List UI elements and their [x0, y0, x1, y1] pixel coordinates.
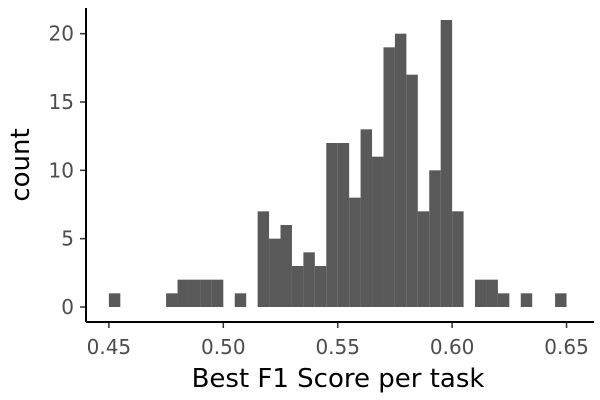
histogram-bar-8: [269, 238, 281, 307]
histogram-bar-11: [303, 252, 315, 307]
histogram-bar-5: [211, 279, 224, 307]
histogram-bar-10: [291, 266, 304, 307]
histogram-bar-15: [349, 197, 361, 307]
histogram-bar-16: [360, 129, 373, 307]
histogram-bar-19: [394, 33, 407, 308]
histogram-bar-13: [326, 143, 338, 307]
y-tick-label-1: 5: [61, 227, 74, 251]
y-tick-label-2: 10: [49, 158, 74, 182]
y-tick-label-3: 15: [49, 90, 74, 114]
histogram-bar-1: [166, 293, 178, 307]
y-tick-label-4: 20: [49, 22, 74, 46]
x-tick-label-4: 0.65: [544, 335, 589, 359]
x-tick-label-2: 0.55: [315, 335, 360, 359]
histogram-bar-28: [520, 293, 533, 307]
histogram-bar-23: [440, 20, 453, 307]
x-tick-label-1: 0.50: [201, 335, 246, 359]
histogram-bar-20: [406, 74, 418, 307]
histogram-bar-24: [452, 211, 464, 307]
x-axis-ticks: 0.45 0.50 0.55 0.60 0.65: [87, 322, 589, 359]
histogram-bar-17: [372, 156, 384, 307]
histogram-bar-22: [429, 170, 441, 307]
histogram-bar-0: [108, 293, 121, 307]
histogram-bars: [108, 20, 567, 308]
y-axis-ticks: 0 5 10 15 20: [49, 22, 86, 319]
histogram-bar-6: [234, 293, 247, 307]
x-tick-label-3: 0.60: [430, 335, 475, 359]
x-tick-label-0: 0.45: [87, 335, 132, 359]
x-axis-title: Best F1 Score per task: [192, 364, 485, 394]
histogram-bar-4: [200, 279, 212, 307]
histogram-bar-21: [417, 211, 430, 307]
histogram-bar-18: [383, 47, 395, 307]
histogram-bar-25: [475, 279, 487, 307]
histogram-bar-29: [555, 293, 567, 307]
histogram-bar-12: [314, 266, 327, 307]
histogram-bar-3: [188, 279, 201, 307]
y-tick-label-0: 0: [61, 295, 74, 319]
histogram-bar-2: [177, 279, 189, 307]
y-axis-title: count: [6, 128, 36, 201]
histogram-bar-26: [486, 279, 498, 307]
histogram-bar-9: [280, 225, 292, 307]
histogram-bar-14: [337, 143, 350, 307]
histogram-bar-27: [497, 293, 510, 307]
histogram-bar-7: [257, 211, 270, 307]
